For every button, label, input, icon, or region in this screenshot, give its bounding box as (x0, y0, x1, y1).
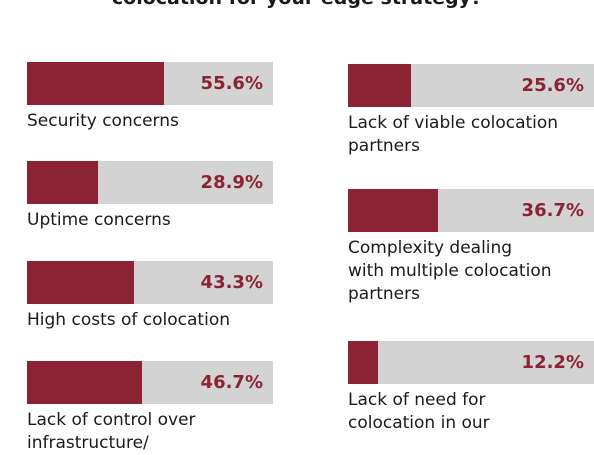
bar-value-label: 28.9% (200, 172, 263, 193)
bar-fill (27, 361, 142, 404)
bar-track: 55.6% (27, 62, 273, 105)
bar-category-label: Security concerns (27, 111, 179, 131)
bar-category-label: High costs of colocation (27, 310, 230, 330)
bar-value-label: 12.2% (521, 352, 584, 373)
bar-track: 36.7% (348, 189, 594, 232)
bar-item-uptime: 28.9% Uptime concerns (27, 161, 273, 232)
bar-item-lack-of-control: 46.7% Lack of control over infrastructur… (27, 361, 273, 455)
bar-fill (27, 62, 164, 105)
bar-item-complexity: 36.7% Complexity dealing with multiple c… (348, 189, 594, 306)
bar-track: 43.3% (27, 261, 273, 304)
bar-value-label: 46.7% (200, 372, 263, 393)
bar-item-viable-partners: 25.6% Lack of viable colocation partners (348, 64, 594, 158)
bar-category-label: Uptime concerns (27, 210, 171, 230)
bar-fill (348, 341, 378, 384)
bar-category-label: Lack of viable colocation partners (348, 113, 559, 156)
bar-track: 28.9% (27, 161, 273, 204)
bar-item-security: 55.6% Security concerns (27, 62, 273, 133)
bar-category-label: Lack of need for colocation in our (348, 390, 490, 433)
bar-category-label: Complexity dealing with multiple colocat… (348, 238, 552, 304)
bar-track: 46.7% (27, 361, 273, 404)
bar-value-label: 36.7% (521, 200, 584, 221)
bar-value-label: 43.3% (200, 272, 263, 293)
bar-value-label: 55.6% (200, 73, 263, 94)
chart-title: colocation for your edge strategy? (0, 0, 594, 10)
bar-fill (27, 161, 99, 204)
bar-value-label: 25.6% (521, 75, 584, 96)
bar-category-label: Lack of control over infrastructure/ (27, 410, 196, 453)
bar-track: 25.6% (348, 64, 594, 107)
bar-fill (348, 189, 439, 232)
bar-fill (27, 261, 134, 304)
bar-item-lack-of-need: 12.2% Lack of need for colocation in our (348, 341, 594, 435)
bar-fill (348, 64, 411, 107)
bar-item-high-costs: 43.3% High costs of colocation (27, 261, 273, 332)
bar-track: 12.2% (348, 341, 594, 384)
